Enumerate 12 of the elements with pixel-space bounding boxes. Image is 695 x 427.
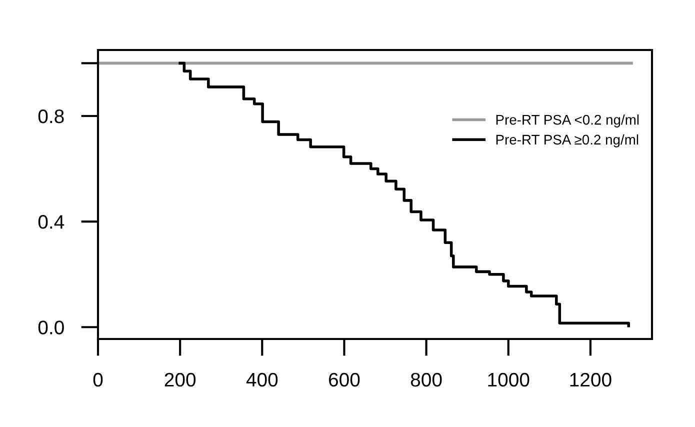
y-tick-label: 0.4 [38, 215, 64, 229]
x-tick-label: 0 [93, 372, 103, 387]
legend-label: Pre-RT PSA <0.2 ng/ml [496, 114, 639, 128]
y-tick-label: 0.0 [38, 320, 64, 334]
x-tick-label: 600 [328, 372, 360, 387]
x-tick-label: 800 [410, 372, 442, 387]
x-tick-label: 1200 [570, 372, 612, 387]
x-tick-label: 400 [246, 372, 278, 387]
x-tick-label: 1000 [488, 372, 530, 387]
x-tick-label: 200 [164, 372, 196, 387]
legend-label: Pre-RT PSA ≥0.2 ng/ml [496, 134, 638, 148]
y-tick-label: 0.8 [38, 109, 64, 124]
